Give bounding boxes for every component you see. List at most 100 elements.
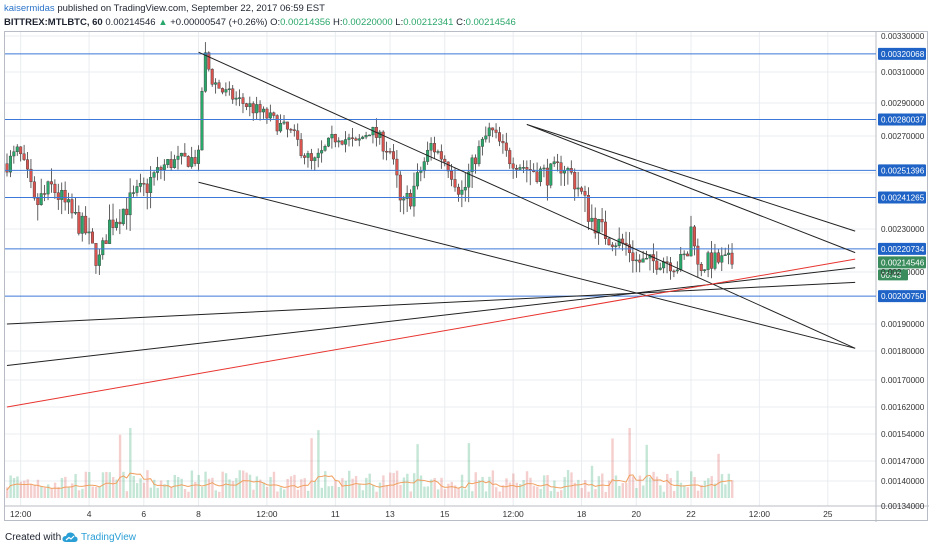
- volume-bar: [159, 480, 163, 498]
- tradingview-cloud-icon[interactable]: [62, 530, 78, 544]
- volume-bar: [265, 486, 269, 498]
- volume-bar: [604, 491, 607, 498]
- candle-body: [275, 115, 279, 132]
- volume-bar: [731, 480, 734, 498]
- volume-bar: [385, 485, 389, 498]
- candle-body: [217, 82, 221, 89]
- candle-body: [210, 68, 214, 85]
- candle-body: [682, 253, 686, 256]
- volume-bar: [652, 471, 655, 498]
- volume-bar: [450, 481, 453, 498]
- candle-body: [686, 253, 690, 257]
- candle-body: [610, 244, 614, 247]
- tradingview-brand[interactable]: TradingView: [81, 532, 137, 543]
- candle-body: [586, 195, 590, 222]
- volume-bar: [724, 484, 727, 498]
- candle-body: [518, 167, 522, 170]
- candle-body: [388, 151, 392, 153]
- x-tick-label: 6: [141, 509, 146, 519]
- volume-bar: [529, 477, 532, 498]
- volume-bar: [320, 487, 324, 498]
- candle-body: [200, 91, 204, 151]
- volume-bar: [170, 486, 173, 498]
- author-name[interactable]: kaisermidas: [4, 3, 55, 14]
- x-tick-label: 25: [823, 509, 833, 519]
- last-price-tag[interactable]: [878, 256, 926, 269]
- volume-bar: [125, 491, 129, 498]
- candle-body: [125, 208, 129, 216]
- volume-bar: [306, 490, 310, 498]
- candle-body: [409, 193, 413, 207]
- candle-body: [645, 257, 649, 260]
- symbol-name[interactable]: BITTREX:MTLBTC, 60: [4, 17, 103, 28]
- candle-body: [251, 103, 255, 114]
- candle-body: [604, 221, 608, 239]
- candle-body: [710, 252, 714, 269]
- volume-bar: [40, 485, 43, 498]
- last-price: 0.00214546: [105, 17, 156, 28]
- candle-body: [494, 129, 498, 133]
- candle-body: [525, 167, 529, 170]
- candle-body: [292, 129, 296, 131]
- volume-bar: [625, 483, 628, 498]
- candle-body: [504, 142, 508, 151]
- volume-bar: [259, 479, 262, 498]
- level-price-tag[interactable]: [878, 242, 926, 255]
- trendline[interactable]: [6, 281, 856, 325]
- volume-bar: [180, 478, 183, 498]
- volume-bar: [628, 428, 631, 498]
- partial-tick-label: 0.002: [881, 268, 902, 277]
- volume-bar: [98, 486, 101, 498]
- volume-bar: [122, 471, 125, 498]
- chart-header: kaisermidas published on TradingView.com…: [0, 0, 932, 32]
- candle-body: [111, 219, 115, 228]
- candle-body: [207, 52, 211, 70]
- candle-body: [463, 186, 467, 191]
- created-with-label: Created with: [5, 532, 62, 543]
- volume-bar: [317, 430, 320, 498]
- volume-bar: [717, 453, 720, 498]
- y-tick-label: 0.00290000: [881, 99, 925, 108]
- candle-body: [453, 179, 457, 188]
- trendline[interactable]: [6, 258, 856, 408]
- trendline[interactable]: [526, 123, 856, 254]
- volume-bar: [187, 491, 190, 498]
- symbol-legend: BITTREX:MTLBTC, 60 0.00214546 ▲ +0.00000…: [4, 17, 516, 28]
- trendline[interactable]: [198, 51, 856, 349]
- candle-body: [474, 157, 478, 165]
- chart-svg[interactable]: 0.00330000 0.00310000 0.00290000 0.00270000…: [5, 32, 929, 522]
- candle-body: [19, 146, 23, 155]
- volume-bar: [546, 475, 549, 498]
- level-price-tag[interactable]: [878, 290, 926, 303]
- candle-body: [549, 163, 553, 186]
- level-price-tag[interactable]: [878, 191, 926, 204]
- candle-body: [231, 88, 235, 100]
- candle-body: [306, 153, 310, 158]
- candle-body: [419, 170, 423, 173]
- volume-bar: [296, 489, 300, 498]
- candle-body: [556, 161, 560, 163]
- level-price-tag[interactable]: [878, 164, 926, 177]
- candle-body: [53, 183, 57, 193]
- candle-body: [63, 189, 67, 203]
- candle-body: [15, 146, 19, 152]
- candle-body: [32, 181, 36, 199]
- trendline[interactable]: [198, 181, 856, 349]
- candle-body: [12, 151, 16, 157]
- volume-bar: [409, 491, 412, 498]
- chart-frame[interactable]: 0.00330000 0.00310000 0.00290000 0.00270000…: [4, 31, 929, 522]
- candle-body: [282, 121, 286, 124]
- candle-body: [552, 161, 556, 165]
- y-tick-label: 0.00180000: [881, 347, 925, 356]
- candle-body: [162, 164, 166, 170]
- level-price-tag[interactable]: [878, 47, 926, 60]
- candle-body: [545, 167, 549, 186]
- candle-body: [679, 254, 683, 271]
- volume-bar: [166, 480, 170, 498]
- volume-bar: [84, 471, 88, 498]
- candle-body: [340, 140, 344, 145]
- candle-body: [443, 158, 447, 163]
- level-price-tag[interactable]: [878, 113, 926, 126]
- trendline[interactable]: [526, 123, 856, 232]
- candle-body: [142, 182, 146, 185]
